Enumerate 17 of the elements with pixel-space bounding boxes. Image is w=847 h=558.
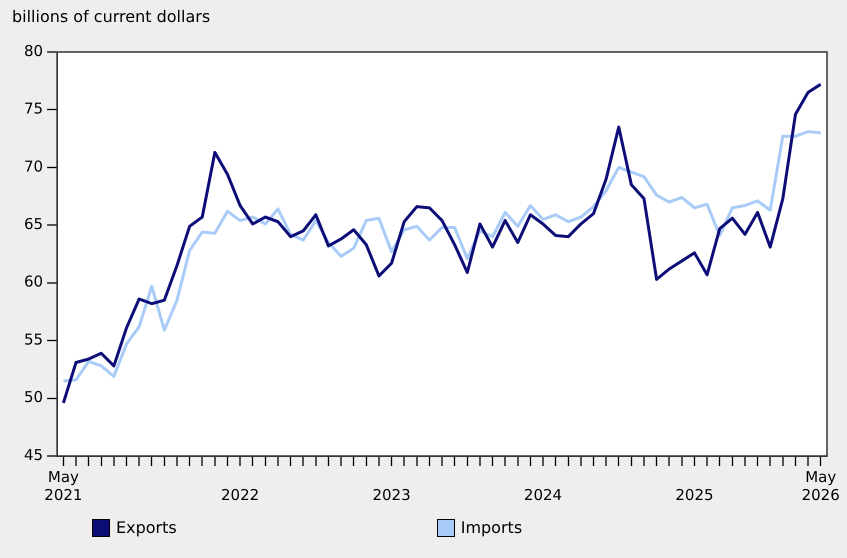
y-axis-title: billions of current dollars — [12, 7, 210, 26]
x-tick-label: May 2021 — [44, 468, 82, 504]
x-tick-label: 2023 — [372, 486, 411, 504]
legend-label: Exports — [116, 518, 177, 537]
x-tick-label: May 2026 — [802, 468, 840, 504]
y-tick-label: 75 — [24, 100, 44, 118]
y-tick-label: 55 — [24, 330, 44, 348]
x-tick-label: 2024 — [524, 486, 562, 504]
y-tick-label: 45 — [24, 446, 44, 464]
y-tick-label: 60 — [24, 272, 44, 291]
x-tick-label: 2022 — [221, 486, 260, 504]
y-tick-label: 80 — [24, 42, 44, 60]
y-tick-label: 50 — [24, 388, 44, 406]
y-tick-label: 70 — [24, 157, 44, 176]
y-tick-label: 65 — [24, 215, 44, 234]
x-tick-label: 2025 — [675, 486, 714, 504]
legend-label: Imports — [460, 518, 522, 537]
